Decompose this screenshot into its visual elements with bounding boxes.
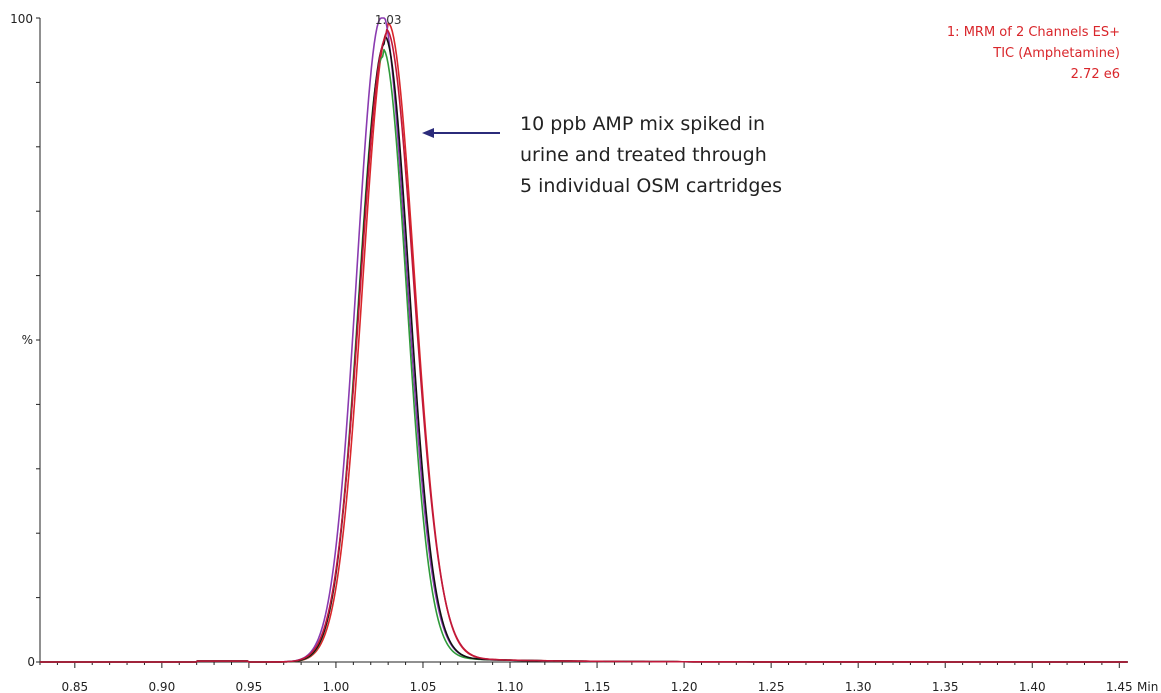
text-layer: 100 % 0 Min 1.03 1: MRM of 2 Channels ES…: [10, 12, 1158, 693]
annotation-line-2: urine and treated through: [520, 144, 767, 166]
x-tick-label: 1.15: [584, 680, 611, 693]
info-line-3: 2.72 e6: [1071, 67, 1120, 82]
x-tick-label: 1.30: [845, 680, 872, 693]
x-tick-label: 1.40: [1019, 680, 1046, 693]
annotation-line-3: 5 individual OSM cartridges: [520, 175, 782, 197]
series-line-3: [40, 48, 1128, 663]
x-tick-label: 0.95: [236, 680, 263, 693]
y-top-label: 100: [10, 12, 33, 26]
x-tick-label: 1.25: [758, 680, 785, 693]
x-tick-label: 0.85: [61, 680, 88, 693]
x-tick-label: 0.90: [148, 680, 175, 693]
info-line-2: TIC (Amphetamine): [992, 46, 1120, 61]
y-bottom-label: 0: [27, 655, 35, 669]
x-unit-label: Min: [1137, 680, 1158, 693]
series-layer: [40, 17, 1128, 663]
info-line-1: 1: MRM of 2 Channels ES+: [947, 25, 1120, 40]
x-tick-label: 1.00: [323, 680, 350, 693]
annotation-arrow-head-icon: [422, 128, 434, 138]
x-tick-label: 1.05: [410, 680, 437, 693]
series-line-5: [40, 28, 1128, 663]
axes: 0.85 0.90 0.95 1.00 1.05 1.10 1.15 1.20 1.25 1.30…: [36, 17, 1133, 693]
x-tick-label: 1.35: [932, 680, 959, 693]
peak-label: 1.03: [375, 13, 402, 27]
y-mid-label: %: [22, 333, 33, 347]
x-tick-label: 1.10: [497, 680, 524, 693]
annotation-line-1: 10 ppb AMP mix spiked in: [520, 113, 765, 135]
x-tick-label: 1.45: [1106, 680, 1133, 693]
x-tick-label: 1.20: [671, 680, 698, 693]
